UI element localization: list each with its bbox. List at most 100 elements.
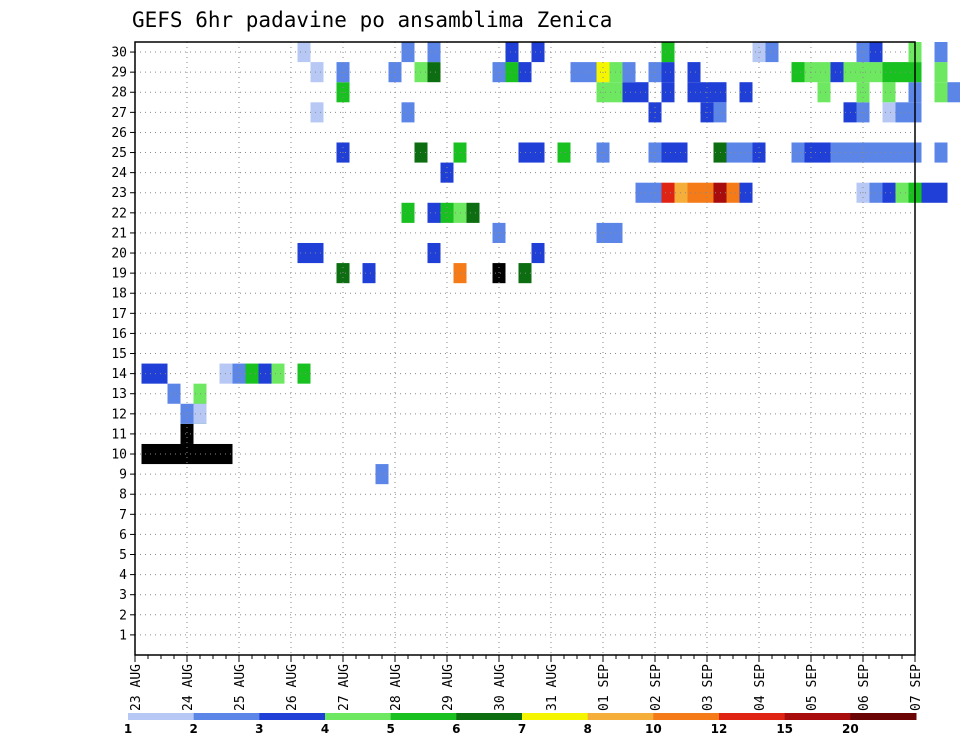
x-tick-label: 23 AUG xyxy=(129,664,144,711)
heatmap-cell xyxy=(921,182,935,203)
heatmap-cell xyxy=(297,242,311,264)
heatmap-cell xyxy=(505,42,519,63)
y-tick-label: 17 xyxy=(111,307,127,322)
y-tick-label: 21 xyxy=(111,226,127,241)
x-tick-label: 27 AUG xyxy=(337,664,352,711)
heatmap-cell xyxy=(557,142,571,163)
legend-swatch xyxy=(653,713,720,720)
legend-swatch xyxy=(193,713,260,720)
heatmap-cell xyxy=(817,62,831,83)
heatmap-cell xyxy=(310,242,324,264)
x-tick-label: 06 SEP xyxy=(857,664,872,711)
legend-label: 15 xyxy=(776,722,793,736)
y-tick-label: 18 xyxy=(111,287,127,302)
x-tick-label: 03 SEP xyxy=(701,664,716,711)
y-tick-label: 10 xyxy=(111,448,127,463)
heatmap-cell xyxy=(830,142,844,163)
heatmap-cell xyxy=(492,263,506,284)
heatmap-cell xyxy=(167,443,181,465)
heatmap-cell xyxy=(531,42,545,63)
heatmap-cell xyxy=(271,363,285,384)
x-tick-label: 07 SEP xyxy=(909,664,924,711)
legend-label: 7 xyxy=(518,722,526,736)
heatmap-cell xyxy=(934,142,948,163)
heatmap-cell xyxy=(375,464,389,485)
heatmap-cell xyxy=(687,62,701,83)
heatmap-cell xyxy=(180,443,194,465)
y-tick-label: 9 xyxy=(119,468,127,483)
y-tick-label: 22 xyxy=(111,206,127,221)
heatmap-cell xyxy=(206,443,220,465)
y-tick-label: 14 xyxy=(111,367,127,382)
heatmap-cell xyxy=(726,142,740,163)
y-tick-label: 1 xyxy=(119,628,127,643)
y-tick-label: 26 xyxy=(111,126,127,141)
legend-label: 2 xyxy=(189,722,197,736)
heatmap-cell xyxy=(882,142,896,163)
heatmap-cell xyxy=(882,102,896,123)
y-tick-label: 11 xyxy=(111,427,127,442)
heatmap-cell xyxy=(570,62,584,83)
legend-label: 4 xyxy=(321,722,329,736)
legend-swatch xyxy=(522,713,589,720)
y-tick-label: 2 xyxy=(119,608,127,623)
y-tick-label: 27 xyxy=(111,106,127,121)
x-tick-label: 31 AUG xyxy=(545,664,560,711)
heatmap-cell xyxy=(687,182,701,203)
y-tick-label: 12 xyxy=(111,407,127,422)
heatmap-cell xyxy=(934,62,948,83)
legend-swatch xyxy=(325,713,392,720)
heatmap-cell xyxy=(895,62,909,83)
heatmap-cell xyxy=(830,62,844,83)
x-tick-label: 26 AUG xyxy=(285,664,300,711)
heatmap-cell xyxy=(791,142,805,163)
legend-swatch xyxy=(259,713,326,720)
heatmap-cell xyxy=(427,42,441,63)
heatmap-cell xyxy=(882,82,896,103)
plot-frame xyxy=(134,41,916,656)
heatmap-cell xyxy=(466,202,480,223)
grid-lines xyxy=(134,42,916,655)
legend-swatch xyxy=(719,713,786,720)
heatmap-cell xyxy=(401,102,415,123)
heatmap-cell xyxy=(765,42,779,63)
x-tick-label: 29 AUG xyxy=(441,664,456,711)
legend-swatch xyxy=(587,713,654,720)
heatmap-cell xyxy=(635,182,649,203)
legend-swatch xyxy=(850,713,917,720)
heatmap-cell xyxy=(635,82,649,103)
heatmap-cell xyxy=(791,62,805,83)
x-tick-label: 28 AUG xyxy=(389,664,404,711)
legend-swatch xyxy=(784,713,851,720)
heatmap-cell xyxy=(661,82,675,103)
heatmap-cell xyxy=(362,263,376,284)
y-tick-label: 24 xyxy=(111,166,127,181)
y-tick-label: 4 xyxy=(119,568,127,583)
color-legend: 1 2 3 4 5 6 7 8 10 12 15 20 xyxy=(124,713,917,736)
heatmap-cell xyxy=(401,42,415,63)
heatmap-cell xyxy=(817,82,831,103)
legend-label: 3 xyxy=(255,722,263,736)
y-tick-label: 6 xyxy=(119,528,127,543)
x-tick-label: 24 AUG xyxy=(181,664,196,711)
legend-label: 12 xyxy=(711,722,728,736)
y-tick-label: 5 xyxy=(119,548,127,563)
y-tick-label: 8 xyxy=(119,488,127,503)
heatmap-cells xyxy=(141,42,960,485)
heatmap-cell xyxy=(934,182,948,203)
heatmap-cell xyxy=(622,62,636,83)
heatmap-cell xyxy=(661,42,675,63)
heatmap-cell xyxy=(882,182,896,203)
heatmap-cell xyxy=(895,102,909,123)
x-tick-label: 30 AUG xyxy=(493,664,508,711)
legend-label: 6 xyxy=(452,722,460,736)
heatmap-cell xyxy=(401,202,415,223)
y-tick-label: 19 xyxy=(111,267,127,282)
legend-label: 20 xyxy=(842,722,859,736)
heatmap-cell xyxy=(427,202,441,223)
heatmap-cell xyxy=(505,62,519,83)
y-tick-label: 25 xyxy=(111,146,127,161)
heatmap-cell xyxy=(427,62,441,83)
heatmap-cell xyxy=(895,182,909,203)
y-tick-label: 28 xyxy=(111,86,127,101)
